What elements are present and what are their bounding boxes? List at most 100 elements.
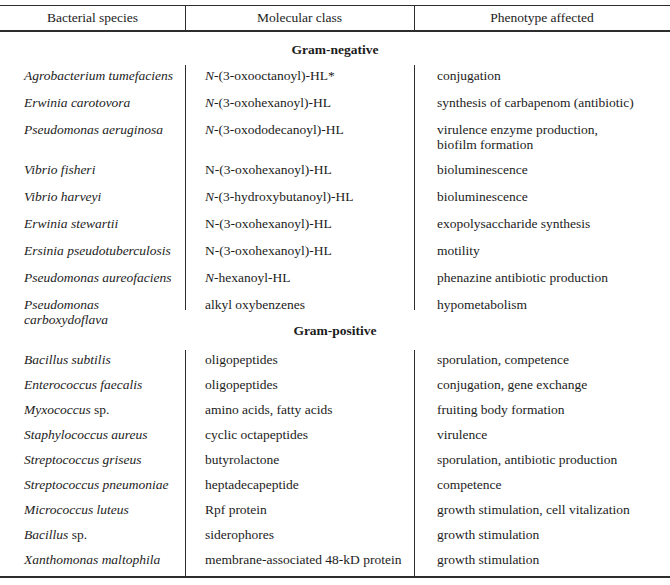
species-cell: Staphylococcus aureus — [0, 427, 185, 442]
molecule-italic-prefix: N — [205, 68, 214, 83]
molecular-class-cell: Rpf protein — [185, 502, 414, 517]
table-row: Erwinia carotovora N-(3-oxohexanoyl)-HL … — [0, 95, 670, 122]
species-name: Ersinia pseudotuberculosis — [24, 243, 171, 258]
phenotype-cell: conjugation — [414, 68, 670, 83]
species-name: Bacillus — [24, 527, 68, 542]
table-row: Streptococcus griseus butyrolactone spor… — [0, 452, 670, 477]
molecular-class-cell: siderophores — [185, 527, 414, 542]
molecular-class-cell: N-(3-oxododecanoyl)-HL — [185, 122, 414, 137]
phenotype-cell: synthesis of carbapenom (antibiotic) — [414, 95, 670, 110]
species-name: Micrococcus luteus — [24, 502, 129, 517]
table-row: Pseudomonas carboxydoflava alkyl oxybenz… — [0, 297, 670, 324]
table-row: Pseudomonas aeruginosa N-(3-oxododecanoy… — [0, 122, 670, 162]
species-name: Pseudomonas aeruginosa — [24, 122, 163, 137]
species-cell: Streptococcus griseus — [0, 452, 185, 467]
molecule-name: N-(3-oxohexanoyl)-HL — [205, 162, 332, 177]
species-cell: Bacillus subtilis — [0, 352, 185, 367]
column-header-phenotype-affected: Phenotype affected — [414, 5, 670, 30]
molecular-class-cell: N-(3-hydroxybutanoyl)-HL — [185, 189, 414, 204]
table-row: Bacillus subtilis oligopeptides sporulat… — [0, 352, 670, 377]
species-name: Streptococcus griseus — [24, 452, 142, 467]
phenotype-cell: exopolysaccharide synthesis — [414, 216, 670, 231]
table-page: Bacterial species Molecular class Phenot… — [0, 0, 670, 585]
table-header-row: Bacterial species Molecular class Phenot… — [0, 5, 670, 30]
species-name: Xanthomonas maltophila — [24, 552, 160, 567]
table-row: Streptococcus pneumoniae heptadecapeptid… — [0, 477, 670, 502]
section-heading-gram-negative: Gram-negative — [0, 42, 670, 58]
molecular-class-cell: alkyl oxybenzenes — [185, 297, 414, 312]
column-header-molecular-class: Molecular class — [185, 5, 414, 30]
table-row: Erwinia stewartii N-(3-oxohexanoyl)-HL e… — [0, 216, 670, 243]
species-cell: Erwinia carotovora — [0, 95, 185, 110]
species-cell: Vibrio fisheri — [0, 162, 185, 177]
species-name: Vibrio fisheri — [24, 162, 95, 177]
species-suffix: sp. — [91, 402, 110, 417]
molecular-class-cell: cyclic octapeptides — [185, 427, 414, 442]
molecule-italic-prefix: N — [205, 95, 214, 110]
molecular-class-cell: amino acids, fatty acids — [185, 402, 414, 417]
phenotype-cell: growth stimulation — [414, 552, 670, 567]
molecule-name: membrane-associated 48-kD protein — [205, 552, 401, 567]
table-row: Pseudomonas aureofaciens N-hexanoyl-HL p… — [0, 270, 670, 297]
table-row: Agrobacterium tumefaciens N-(3-oxooctano… — [0, 68, 670, 95]
molecular-class-cell: butyrolactone — [185, 452, 414, 467]
species-name: Vibrio harveyi — [24, 189, 101, 204]
molecule-name: N-(3-oxohexanoyl)-HL — [205, 243, 332, 258]
species-suffix: sp. — [68, 527, 87, 542]
molecular-class-cell: oligopeptides — [185, 352, 414, 367]
species-name: Staphylococcus aureus — [24, 427, 148, 442]
species-cell: Xanthomonas maltophila — [0, 552, 185, 567]
phenotype-cell: virulence enzyme production, biofilm for… — [414, 122, 670, 152]
table-row: Staphylococcus aureus cyclic octapeptide… — [0, 427, 670, 452]
molecular-class-cell: membrane-associated 48-kD protein — [185, 552, 414, 567]
species-cell: Myxococcus sp. — [0, 402, 185, 417]
table-row: Ersinia pseudotuberculosis N-(3-oxohexan… — [0, 243, 670, 270]
molecule-name: cyclic octapeptides — [205, 427, 308, 442]
molecule-name: amino acids, fatty acids — [205, 402, 332, 417]
molecule-name: -(3-oxooctanoyl)-HL* — [214, 68, 335, 83]
table-row: Bacillus sp. siderophores growth stimula… — [0, 527, 670, 552]
species-name: Enterococcus faecalis — [24, 377, 142, 392]
phenotype-cell: phenazine antibiotic production — [414, 270, 670, 285]
molecule-italic-prefix: N — [205, 270, 214, 285]
phenotype-cell: sporulation, competence — [414, 352, 670, 367]
molecule-name: alkyl oxybenzenes — [205, 297, 305, 312]
phenotype-cell: sporulation, antibiotic production — [414, 452, 670, 467]
gram-negative-rows: Agrobacterium tumefaciens N-(3-oxooctano… — [0, 68, 670, 324]
header-bottom-border — [0, 30, 670, 32]
species-name: Bacillus subtilis — [24, 352, 111, 367]
molecule-italic-prefix: N — [205, 189, 214, 204]
table-row: Micrococcus luteus Rpf protein growth st… — [0, 502, 670, 527]
phenotype-cell: conjugation, gene exchange — [414, 377, 670, 392]
molecular-class-cell: N-(3-oxohexanoyl)-HL — [185, 243, 414, 258]
molecular-class-cell: heptadecapeptide — [185, 477, 414, 492]
phenotype-cell: growth stimulation — [414, 527, 670, 542]
phenotype-cell: bioluminescence — [414, 162, 670, 177]
molecule-name: oligopeptides — [205, 352, 278, 367]
molecule-italic-prefix: N — [205, 122, 214, 137]
species-cell: Bacillus sp. — [0, 527, 185, 542]
table-row: Vibrio fisheri N-(3-oxohexanoyl)-HL biol… — [0, 162, 670, 189]
molecule-name: -(3-oxohexanoyl)-HL — [214, 95, 331, 110]
species-cell: Streptococcus pneumoniae — [0, 477, 185, 492]
species-cell: Erwinia stewartii — [0, 216, 185, 231]
molecule-name: N-(3-oxohexanoyl)-HL — [205, 216, 332, 231]
species-cell: Agrobacterium tumefaciens — [0, 68, 185, 83]
species-name: Myxococcus — [24, 402, 91, 417]
molecular-class-cell: N-(3-oxohexanoyl)-HL — [185, 216, 414, 231]
species-cell: Vibrio harveyi — [0, 189, 185, 204]
species-name: Pseudomonas aureofaciens — [24, 270, 172, 285]
gram-positive-rows: Bacillus subtilis oligopeptides sporulat… — [0, 352, 670, 577]
section-heading-gram-positive: Gram-positive — [0, 323, 670, 339]
species-cell: Enterococcus faecalis — [0, 377, 185, 392]
phenotype-cell: bioluminescence — [414, 189, 670, 204]
phenotype-cell: virulence — [414, 427, 670, 442]
phenotype-cell: growth stimulation, cell vitalization — [414, 502, 670, 517]
table-row: Myxococcus sp. amino acids, fatty acids … — [0, 402, 670, 427]
species-name: Erwinia carotovora — [24, 95, 130, 110]
molecular-class-cell: N-hexanoyl-HL — [185, 270, 414, 285]
molecule-name: butyrolactone — [205, 452, 279, 467]
molecule-name: heptadecapeptide — [205, 477, 299, 492]
phenotype-cell: hypometabolism — [414, 297, 670, 312]
species-name: Streptococcus pneumoniae — [24, 477, 169, 492]
